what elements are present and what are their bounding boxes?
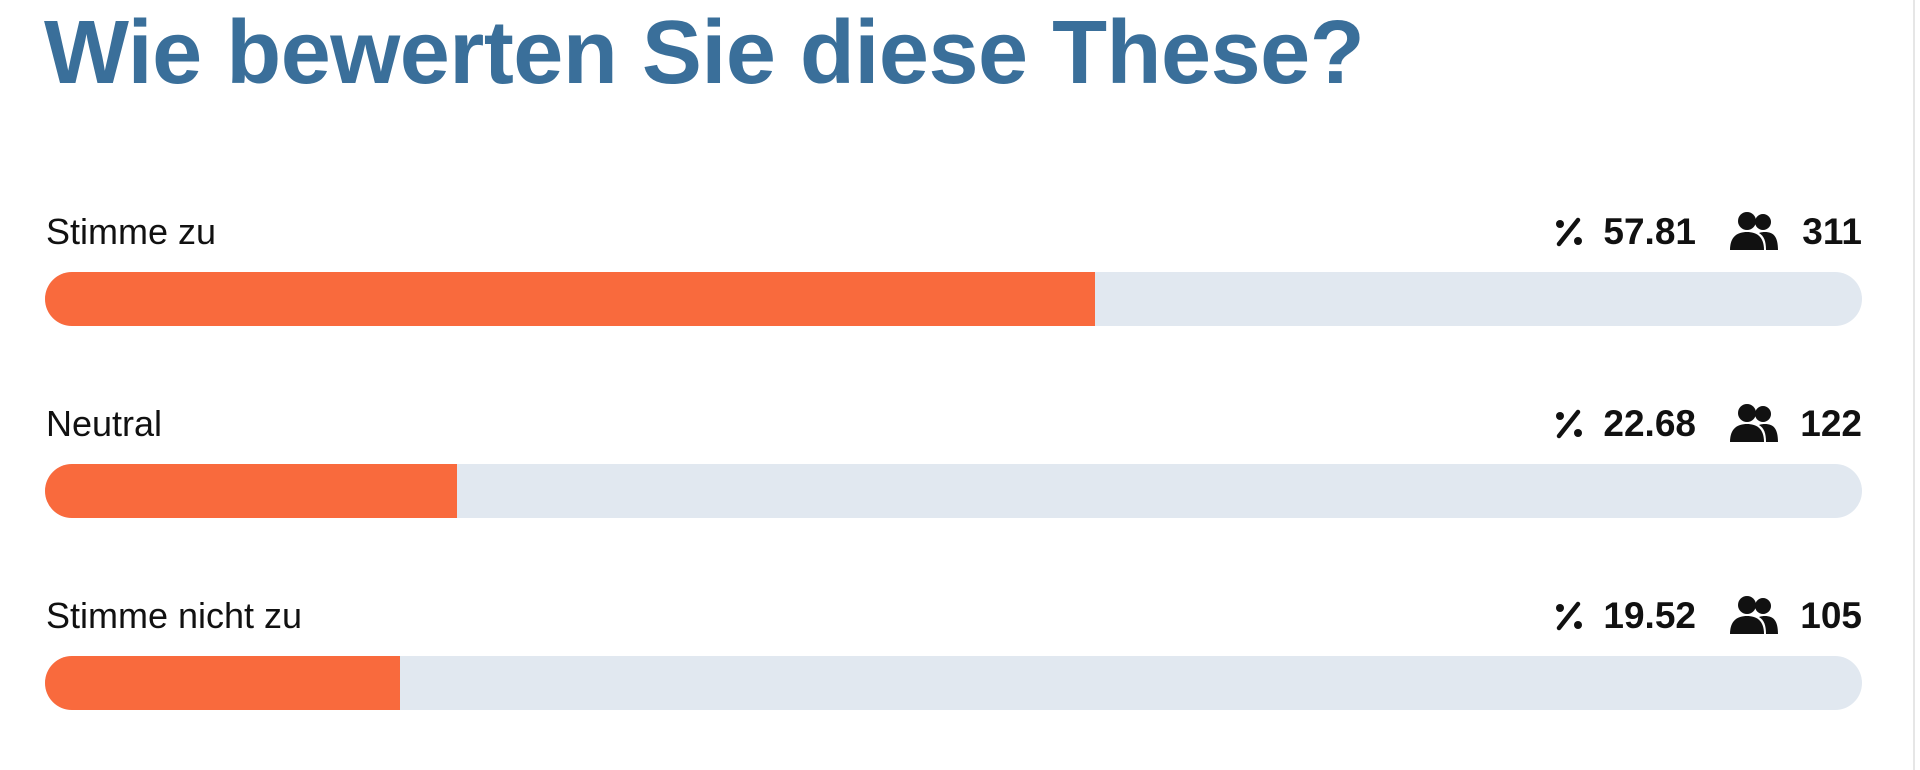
vote-count: 122 (1800, 403, 1862, 444)
bar-track (45, 656, 1862, 710)
option-label: Stimme nicht zu (46, 595, 303, 636)
percent-value: 22.68 (1603, 403, 1696, 444)
bar-fill (45, 272, 1096, 326)
percent-icon (1556, 409, 1582, 439)
stats: 19.52 105 (1552, 594, 1862, 638)
percent-icon (1556, 601, 1582, 631)
percent-value: 19.52 (1603, 595, 1696, 636)
bar-track (45, 272, 1862, 326)
stats: 22.68 122 (1552, 402, 1862, 446)
percent-icon-wrap (1552, 215, 1586, 249)
result-row: Stimme zu 57.81 311 (45, 210, 1862, 340)
option-label: Neutral (46, 403, 163, 444)
users-icon (1730, 404, 1778, 442)
vote-count: 311 (1802, 211, 1862, 252)
percent-icon-wrap (1552, 599, 1586, 633)
option-label: Stimme zu (46, 211, 217, 252)
result-row: Stimme nicht zu 19.52 105 (45, 594, 1862, 724)
poll-title: Wie bewerten Sie diese These? (44, 3, 1365, 103)
percent-icon (1556, 217, 1582, 247)
stats: 57.81 311 (1552, 210, 1862, 254)
users-icon (1730, 596, 1778, 634)
bar-fill (45, 656, 400, 710)
users-icon-wrap (1728, 402, 1780, 446)
bar-track (45, 464, 1862, 518)
users-icon-wrap (1728, 210, 1780, 254)
panel-edge (1913, 0, 1915, 770)
percent-icon-wrap (1552, 407, 1586, 441)
result-row: Neutral 22.68 122 (45, 402, 1862, 532)
users-icon-wrap (1728, 594, 1780, 638)
users-icon (1730, 212, 1778, 250)
vote-count: 105 (1800, 595, 1862, 636)
percent-value: 57.81 (1603, 211, 1696, 252)
bar-fill (45, 464, 458, 518)
